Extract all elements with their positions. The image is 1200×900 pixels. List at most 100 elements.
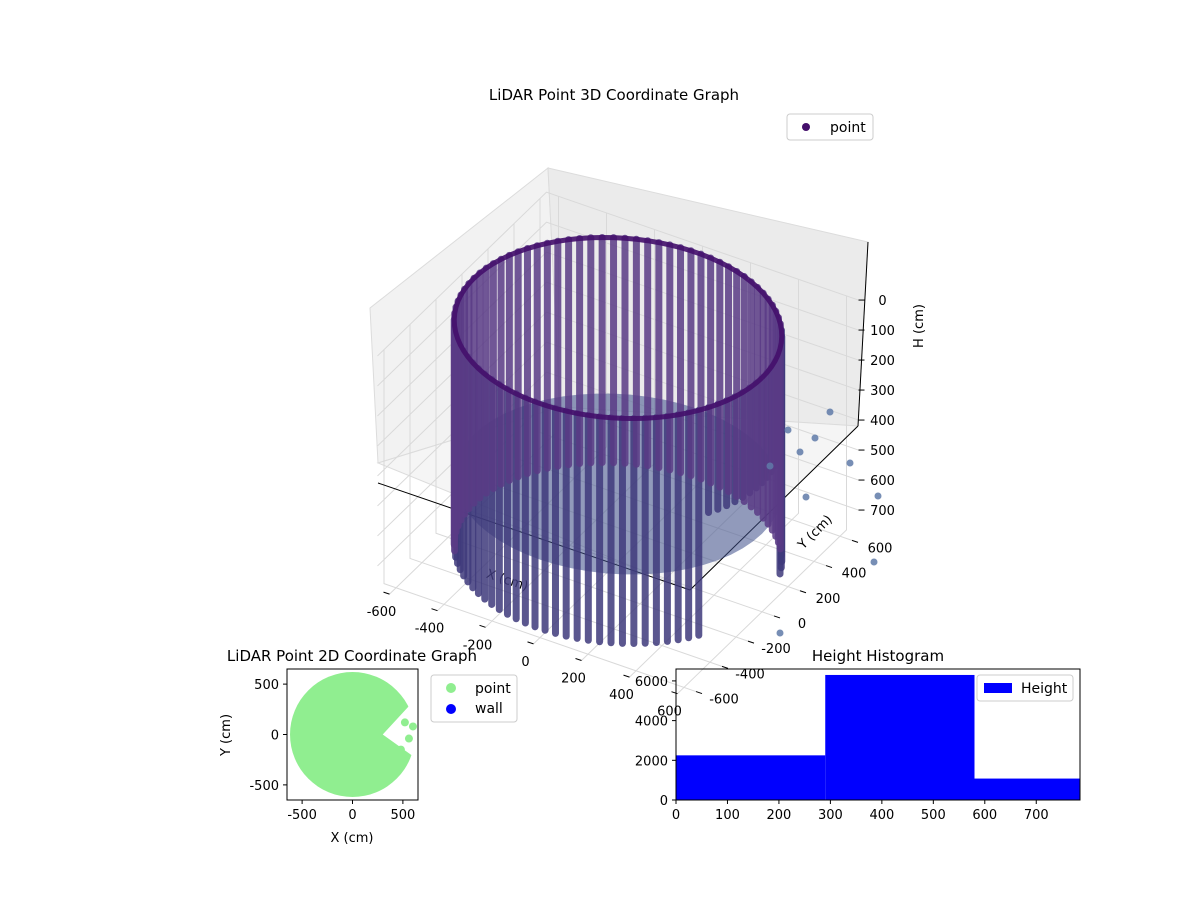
outlier-point-1 [846, 459, 854, 467]
x-tick-label-3d-3: 0 [521, 655, 529, 670]
y-tick-label-3d-2: -200 [761, 642, 791, 657]
plot-histogram: Height Histogram 0 100 200 300 400 500 600 700 … [635, 647, 1081, 823]
legend-2d: point wall [430, 674, 518, 723]
point-disk-dot-3 [396, 745, 405, 754]
legend-2d-label-wall: wall [475, 701, 503, 717]
legend-histogram-swatch [984, 683, 1012, 693]
outlier-point-3 [870, 558, 878, 566]
grid-x-6 [677, 295, 847, 695]
histogram-bar-1 [825, 674, 975, 800]
histogram-bars [676, 674, 1080, 800]
y-tick-3d-2 [747, 640, 755, 644]
z-axis-label-3d: H (cm) [912, 304, 927, 348]
x-tick-label-3d-0: -600 [367, 605, 397, 620]
point-disk-dot-1 [404, 734, 413, 743]
x-tick-label-3d-1: -400 [415, 622, 445, 637]
legend-histogram-label: Height [1021, 681, 1068, 697]
outlier-point-6 [796, 448, 804, 456]
y-tick-label-3d-6: 600 [868, 541, 893, 556]
plot-2d-title: LiDAR Point 2D Coordinate Graph [227, 647, 477, 665]
z-tick-label-3d-3: 300 [870, 384, 895, 399]
x-tick-label-hist-0: 0 [672, 808, 680, 823]
outlier-point-0 [826, 408, 834, 416]
z-tick-label-3d-1: 100 [870, 324, 895, 339]
x-tick-label-3d-5: 400 [609, 688, 634, 703]
legend-2d-marker-point [446, 683, 456, 693]
y-tick-label-3d-1: -400 [735, 667, 765, 682]
outlier-point-8 [784, 426, 792, 434]
outlier-point-9 [811, 434, 819, 442]
point-disk-notch [382, 696, 418, 760]
y-tick-label-3d-3: 0 [798, 617, 806, 632]
y-tick-label-2d-0: -500 [249, 779, 279, 794]
x-tick-3d-6 [671, 691, 678, 695]
point-disk-dot-0 [400, 718, 409, 727]
histogram-frame [675, 668, 1081, 801]
plot-3d-title: LiDAR Point 3D Coordinate Graph [489, 86, 739, 104]
y-tick-label-3d-4: 200 [816, 592, 841, 607]
x-tick-label-hist-3: 300 [818, 808, 843, 823]
legend-3d-label: point [830, 120, 866, 136]
y-ticks-2d: -500 0 500 [249, 678, 287, 794]
grid-y-0 [383, 349, 697, 693]
outlier-point-2 [874, 492, 882, 500]
legend-2d-label-point: point [475, 681, 511, 697]
z-tick-label-3d-6: 600 [870, 474, 895, 489]
x-tick-label-hist-6: 600 [972, 808, 997, 823]
outlier-point-4 [776, 629, 784, 637]
legend-histogram-frame [976, 674, 1074, 702]
point-cloud-outliers [766, 408, 882, 637]
plot-3d: LiDAR Point 3D Coordinate Graph -600 -400… [367, 86, 927, 720]
grid-y-1 [409, 324, 723, 667]
y-tick-3d-4 [799, 590, 807, 594]
legend-3d: point [786, 113, 874, 141]
y-tick-3d-0 [695, 691, 703, 695]
y-tick-3d-1 [721, 665, 729, 669]
y-tick-label-hist-2: 4000 [635, 715, 668, 730]
legend-histogram: Height [976, 674, 1074, 702]
z-ticks-3d: 0 100 200 300 400 500 600 700 [858, 294, 895, 519]
x-tick-label-hist-5: 500 [921, 808, 946, 823]
histogram-bar-2 [974, 778, 1080, 800]
x-ticks-2d: -500 0 500 [287, 800, 415, 823]
y-tick-3d-6 [851, 539, 859, 543]
x-ticks-histogram: 0 100 200 300 400 500 600 700 [672, 800, 1049, 823]
x-tick-3d-0 [383, 591, 390, 595]
x-tick-label-2d-1: 0 [348, 808, 356, 823]
z-tick-label-3d-7: 700 [870, 504, 895, 519]
point-disk-dot-2 [408, 722, 417, 731]
grid-z-0 [377, 191, 859, 357]
point-disk-fill [290, 672, 415, 797]
point-cloud-wall [450, 233, 786, 648]
outlier-point-7 [766, 462, 774, 470]
x-tick-3d-5 [623, 674, 630, 678]
y-tick-label-2d-2: 500 [254, 678, 279, 693]
x-tick-3d-4 [575, 658, 582, 661]
outlier-point-5 [802, 493, 810, 501]
x-axis-label-2d: X (cm) [331, 831, 374, 846]
y-tick-label-hist-3: 6000 [635, 675, 668, 690]
y-tick-3d-3 [773, 615, 781, 619]
z-tick-label-3d-5: 500 [870, 444, 895, 459]
z-tick-label-3d-2: 200 [870, 354, 895, 369]
y-tick-label-3d-0: -600 [709, 693, 739, 708]
wall-rim [451, 234, 785, 422]
x-tick-label-hist-7: 700 [1024, 808, 1049, 823]
histogram-title: Height Histogram [812, 647, 944, 665]
x-tick-3d-1 [431, 608, 438, 612]
x-tick-label-2d-0: -500 [287, 808, 317, 823]
legend-3d-frame [786, 113, 874, 141]
y-ticks-histogram: 0 2000 4000 6000 [635, 675, 676, 809]
y-tick-label-3d-5: 400 [842, 567, 867, 582]
x-tick-label-hist-1: 100 [715, 808, 740, 823]
legend-3d-marker [802, 123, 810, 131]
z-tick-label-3d-0: 0 [878, 294, 886, 309]
y-tick-label-hist-0: 0 [660, 794, 668, 809]
y-tick-label-hist-1: 2000 [635, 754, 668, 769]
z-axis-line [857, 241, 869, 427]
x-tick-3d-3 [527, 641, 534, 645]
x-tick-label-hist-4: 400 [869, 808, 894, 823]
